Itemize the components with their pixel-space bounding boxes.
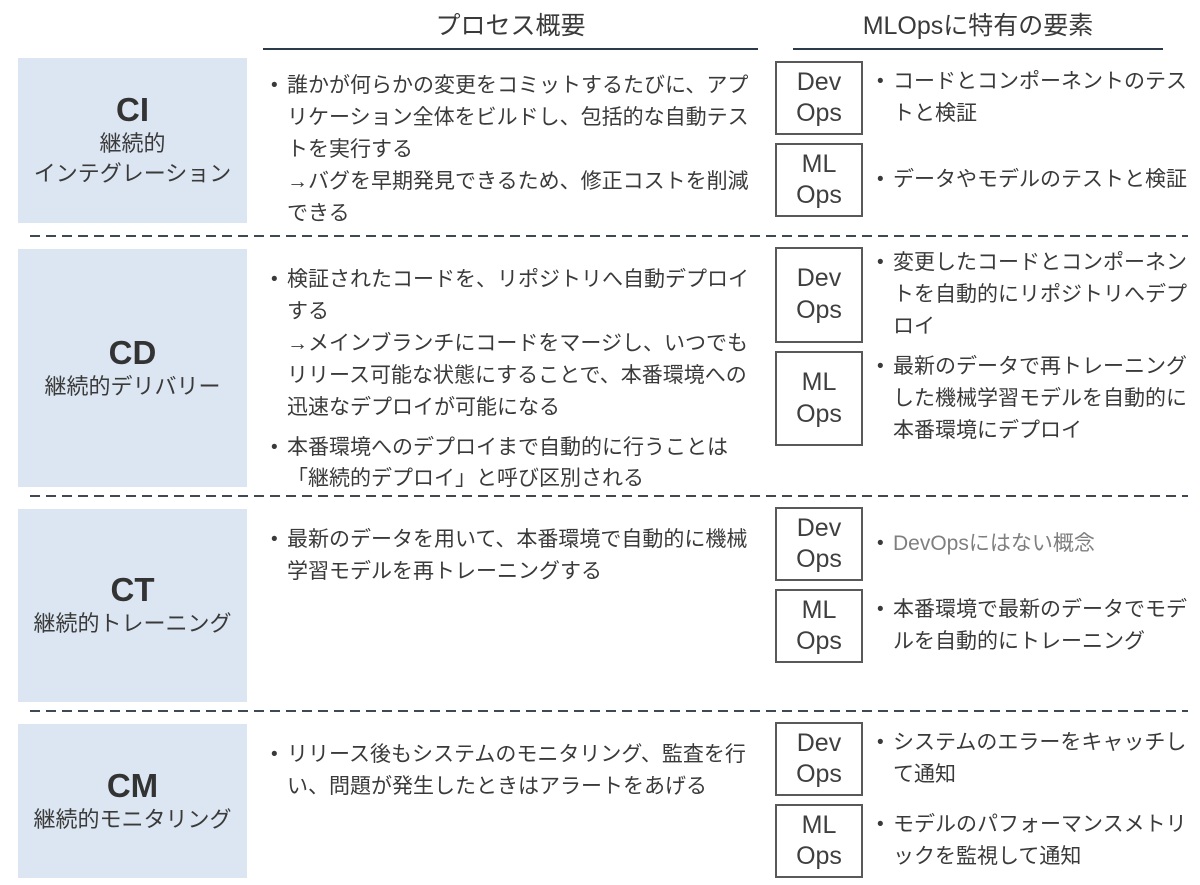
process-overview-header-label: プロセス概要 [435, 12, 586, 40]
cd-process-text-2: 本番環境へのデプロイまで自動的に行うことは「継続的デプロイ」と呼び区別される [287, 435, 728, 491]
cm-mlops-column: Dev Ops • システムのエラーをキャッチして通知 ML Ops • モデル… [775, 712, 1200, 885]
ct-process-overview: • 最新のデータを用いて、本番環境で自動的に機械学習モデルを再トレーニングする [271, 497, 765, 712]
devops-badge: Dev Ops [775, 507, 863, 581]
ci-devops-text: コードとコンポーネントのテストと検証 [893, 70, 1187, 125]
bullet-icon: • [877, 814, 884, 836]
bullet-icon: • [877, 169, 884, 191]
ct-label-box: CT 継続的トレーニング [18, 509, 247, 702]
bullet-icon: • [271, 529, 278, 550]
ci-devops-note: • コードとコンポーネントのテストと検証 [877, 66, 1190, 130]
cd-devops-entry: Dev Ops • 変更したコードとコンポーネントを自動的にリポジトリへデプロイ [775, 247, 1190, 343]
mlops-badge: ML Ops [775, 143, 863, 217]
devops-badge: Dev Ops [775, 722, 863, 796]
ci-mlops-column: Dev Ops • コードとコンポーネントのテストと検証 ML Ops • デー… [775, 57, 1200, 237]
mlops-elements-header-label: MLOpsに特有の要素 [862, 12, 1094, 40]
devops-badge: Dev Ops [775, 247, 863, 343]
ct-label: 継続的トレーニング [33, 611, 232, 637]
cm-process-text: リリース後もシステムのモニタリング、監査を行い、問題が発生したときはアラートをあ… [287, 743, 746, 798]
mlops-badge: ML Ops [775, 589, 863, 663]
ci-mlops-note: • データやモデルのテストと検証 [877, 164, 1190, 196]
cd-acronym: CD [108, 333, 157, 371]
bullet-icon: • [877, 252, 884, 273]
cm-mlops-entry: ML Ops • モデルのパフォーマンスメトリックを監視して通知 [775, 804, 1190, 878]
mlops-elements-header: MLOpsに特有の要素 [793, 6, 1163, 50]
cm-mlops-note: • モデルのパフォーマンスメトリックを監視して通知 [877, 809, 1190, 873]
cm-devops-note: • システムのエラーをキャッチして通知 [877, 727, 1190, 791]
row-divider [30, 235, 1188, 237]
ct-acronym: CT [110, 571, 155, 609]
ct-devops-entry: Dev Ops • DevOpsにはない概念 [775, 507, 1190, 581]
bullet-icon: • [877, 732, 884, 754]
cd-mlops-text: 最新のデータで再トレーニングした機械学習モデルを自動的に本番環境にデプロイ [893, 354, 1187, 442]
ct-mlops-entry: ML Ops • 本番環境で最新のデータでモデルを自動的にトレーニング [775, 589, 1190, 663]
ct-mlops-note: • 本番環境で最新のデータでモデルを自動的にトレーニング [877, 594, 1190, 658]
cm-acronym: CM [106, 766, 159, 804]
devops-badge: Dev Ops [775, 61, 863, 135]
cm-mlops-text: モデルのパフォーマンスメトリックを監視して通知 [893, 813, 1187, 868]
cd-process-overview: • 検証されたコードを、リポジトリへ自動デプロイする →メインブランチにコードを… [271, 237, 765, 497]
ci-mlops-text: データやモデルのテストと検証 [893, 168, 1187, 192]
cd-mlops-entry: ML Ops • 最新のデータで再トレーニングした機械学習モデルを自動的に本番環… [775, 350, 1190, 447]
bullet-item: • 検証されたコードを、リポジトリへ自動デプロイする →メインブランチにコードを… [271, 264, 765, 424]
cd-mlops-note: • 最新のデータで再トレーニングした機械学習モデルを自動的に本番環境にデプロイ [877, 351, 1190, 447]
row-cm: CM 継続的モニタリング • リリース後もシステムのモニタリング、監査を行い、問… [0, 712, 1200, 885]
process-overview-header: プロセス概要 [263, 6, 758, 50]
ct-devops-note: • DevOpsにはない概念 [877, 528, 1190, 560]
cd-label: 継続的デリバリー [44, 373, 221, 399]
bullet-icon: • [271, 744, 278, 765]
bullet-icon: • [271, 75, 278, 96]
cm-process-overview: • リリース後もシステムのモニタリング、監査を行い、問題が発生したときはアラート… [271, 712, 765, 885]
ci-mlops-entry: ML Ops • データやモデルのテストと検証 [775, 143, 1190, 217]
cd-process-text-1: 検証されたコードを、リポジトリへ自動デプロイする →メインブランチにコードをマー… [287, 268, 749, 419]
cm-label: 継続的モニタリング [33, 806, 232, 832]
mlops-badge: ML Ops [775, 350, 863, 447]
ct-mlops-column: Dev Ops • DevOpsにはない概念 ML Ops • 本番環境で最新の… [775, 497, 1200, 712]
cd-mlops-column: Dev Ops • 変更したコードとコンポーネントを自動的にリポジトリへデプロイ… [775, 237, 1200, 497]
cm-devops-text: システムのエラーをキャッチして通知 [893, 731, 1187, 786]
row-divider [30, 710, 1188, 712]
cd-label-box: CD 継続的デリバリー [18, 249, 247, 487]
bullet-item: • 誰かが何らかの変更をコミットするたびに、アプリケーション全体をビルドし、包括… [271, 70, 765, 230]
bullet-item: • リリース後もシステムのモニタリング、監査を行い、問題が発生したときはアラート… [271, 739, 765, 803]
bullet-icon: • [877, 599, 884, 621]
bullet-icon: • [877, 355, 884, 377]
ci-process-text: 誰かが何らかの変更をコミットするたびに、アプリケーション全体をビルドし、包括的な… [287, 74, 749, 225]
bullet-icon: • [271, 269, 278, 290]
bullet-icon: • [271, 436, 278, 458]
ct-mlops-text: 本番環境で最新のデータでモデルを自動的にトレーニング [893, 598, 1187, 653]
ci-acronym: CI [116, 90, 149, 128]
bullet-item: • 本番環境へのデプロイまで自動的に行うことは「継続的デプロイ」と呼び区別される [271, 432, 765, 496]
bullet-icon: • [877, 71, 884, 93]
mlops-badge: ML Ops [775, 804, 863, 878]
row-divider [30, 495, 1188, 497]
ci-label-box: CI 継続的 インテグレーション [18, 58, 247, 223]
row-ci: CI 継続的 インテグレーション • 誰かが何らかの変更をコミットするたびに、ア… [0, 57, 1200, 237]
ci-devops-entry: Dev Ops • コードとコンポーネントのテストと検証 [775, 61, 1190, 135]
cd-devops-text: 変更したコードとコンポーネントを自動的にリポジトリへデプロイ [893, 251, 1187, 338]
cd-devops-note: • 変更したコードとコンポーネントを自動的にリポジトリへデプロイ [877, 247, 1190, 343]
row-cd: CD 継続的デリバリー • 検証されたコードを、リポジトリへ自動デプロイする →… [0, 237, 1200, 497]
ci-process-overview: • 誰かが何らかの変更をコミットするたびに、アプリケーション全体をビルドし、包括… [271, 57, 765, 237]
ct-devops-text: DevOpsにはない概念 [893, 532, 1095, 556]
cm-label-box: CM 継続的モニタリング [18, 724, 247, 878]
bullet-item: • 最新のデータを用いて、本番環境で自動的に機械学習モデルを再トレーニングする [271, 524, 765, 588]
bullet-icon: • [877, 533, 884, 555]
cm-devops-entry: Dev Ops • システムのエラーをキャッチして通知 [775, 722, 1190, 796]
ci-label: 継続的 インテグレーション [33, 130, 232, 187]
row-ct: CT 継続的トレーニング • 最新のデータを用いて、本番環境で自動的に機械学習モ… [0, 497, 1200, 712]
ct-process-text: 最新のデータを用いて、本番環境で自動的に機械学習モデルを再トレーニングする [287, 528, 748, 583]
